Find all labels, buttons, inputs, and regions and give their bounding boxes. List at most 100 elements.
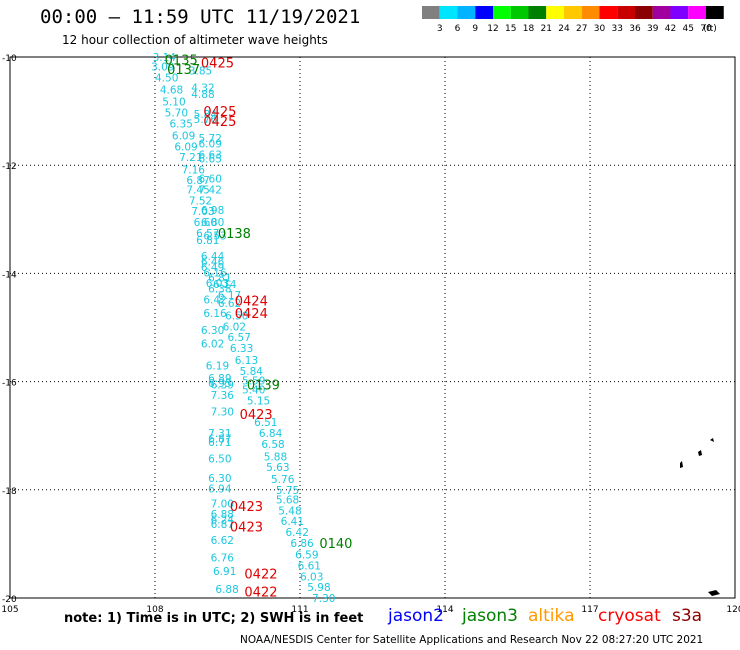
wave-height-label: 6.60 bbox=[194, 217, 217, 229]
legend-swatch bbox=[581, 6, 600, 19]
lon-tick-label: 114 bbox=[436, 605, 453, 615]
legend-label: 9 bbox=[472, 24, 478, 34]
credit-line: NOAA/NESDIS Center for Satellite Applica… bbox=[240, 634, 704, 646]
legend-label: 6 bbox=[455, 24, 461, 34]
wave-height-label: 6.03 bbox=[300, 571, 323, 583]
lat-tick-label: -16 bbox=[2, 379, 17, 389]
wave-height-label: 5.75 bbox=[276, 485, 299, 497]
wave-height-label: 6.09 bbox=[174, 141, 197, 153]
legend-label: 70 bbox=[700, 24, 712, 34]
wave-height-label: 6.42 bbox=[286, 527, 309, 539]
legend-label: 3 bbox=[437, 24, 443, 34]
measurement-labels: 3.143.09 3.85 4.504.68 4.324.88 5.105.70 5.84… bbox=[151, 52, 352, 605]
legend-label: 42 bbox=[665, 24, 676, 34]
legend-swatch bbox=[635, 6, 653, 19]
wave-height-label: 5.76 bbox=[194, 114, 218, 126]
wave-height-label: 6.39 bbox=[211, 379, 234, 391]
wave-height-label: 7.36 bbox=[211, 390, 235, 402]
wave-height-label: 5.63 bbox=[266, 462, 289, 474]
legend-swatch bbox=[510, 6, 529, 19]
map-title: 00:00 – 11:59 UTC 11/19/2021 bbox=[40, 6, 361, 28]
wave-height-label: 7.45 bbox=[186, 185, 209, 197]
islands bbox=[680, 438, 720, 596]
wave-height-label: 6.88 bbox=[215, 584, 238, 596]
footer-note: note: 1) Time is in UTC; 2) SWH is in fe… bbox=[64, 611, 364, 626]
wave-height-label: 6.50 bbox=[208, 453, 231, 465]
wave-height-label: 6.49 bbox=[201, 262, 224, 274]
wave-height-label: 6.16 bbox=[203, 308, 227, 320]
wave-height-label: 6.02 bbox=[223, 321, 246, 333]
pass-time-label: 0424 bbox=[235, 307, 268, 322]
legend-label: 45 bbox=[683, 24, 694, 34]
wave-height-label: 6.51 bbox=[254, 417, 277, 429]
satellite-name-jason2: jason2 bbox=[388, 606, 444, 626]
wave-height-label: 3.14 bbox=[153, 52, 177, 64]
satellite-name-s3a: s3a bbox=[672, 606, 703, 626]
wave-height-label: 6.38 bbox=[208, 284, 231, 296]
lon-tick-label: 105 bbox=[1, 605, 18, 615]
wave-height-label: 6.59 bbox=[295, 550, 318, 562]
map-subtitle: 12 hour collection of altimeter wave hei… bbox=[62, 33, 328, 47]
legend-label: 15 bbox=[505, 24, 516, 34]
lon-tick-label: 120 bbox=[726, 605, 740, 615]
wave-height-label: 6.60 bbox=[199, 174, 222, 186]
pass-time-label: 0422 bbox=[244, 586, 277, 601]
legend-label: 24 bbox=[558, 24, 570, 34]
pass-time-label: 0138 bbox=[218, 227, 251, 242]
wave-height-label: 6.13 bbox=[235, 355, 258, 367]
wave-height-label: 5.10 bbox=[162, 96, 185, 108]
wave-height-label: 5.84 bbox=[194, 109, 218, 121]
wave-height-label: 6.02 bbox=[201, 339, 224, 351]
wave-height-label: 6.58 bbox=[261, 439, 284, 451]
pass-time-label: 0139 bbox=[247, 378, 280, 393]
wave-height-label: 6.81 bbox=[208, 273, 231, 285]
wave-height-label: 6.46 bbox=[201, 256, 225, 268]
lat-tick-label: -14 bbox=[2, 270, 17, 280]
wave-height-label: 6.94 bbox=[208, 484, 232, 496]
legend-swatch bbox=[439, 6, 458, 19]
wave-height-label: 6.89 bbox=[208, 373, 231, 385]
wave-height-label: 6.14 bbox=[213, 279, 237, 291]
lat-tick-label: -12 bbox=[2, 162, 17, 172]
wave-height-label: 6.95 bbox=[208, 378, 231, 390]
wave-height-label: 6.76 bbox=[211, 552, 235, 564]
wave-height-label: 6.71 bbox=[208, 437, 231, 449]
wave-height-label: 6.16 bbox=[203, 267, 227, 279]
legend-label: (ft) bbox=[703, 24, 717, 34]
legend-label: 18 bbox=[523, 24, 535, 34]
wave-height-label: 6.41 bbox=[281, 516, 304, 528]
legend-swatch bbox=[475, 6, 493, 19]
legend-swatch bbox=[670, 6, 689, 19]
legend-swatch bbox=[422, 6, 440, 19]
wave-height-label: 6.03 bbox=[206, 278, 229, 290]
wave-height-label: 6.57 bbox=[228, 332, 251, 344]
wave-height-label: 7.21 bbox=[179, 152, 202, 164]
wave-height-label: 7.31 bbox=[208, 428, 231, 440]
wave-height-label: 4.68 bbox=[160, 84, 183, 96]
wave-height-label: 6.44 bbox=[201, 251, 225, 263]
lon-tick-label: 111 bbox=[291, 605, 308, 615]
legend-swatch bbox=[652, 6, 671, 19]
wave-height-label: 5.15 bbox=[247, 396, 270, 408]
legend-swatch bbox=[599, 6, 618, 19]
wave-height-label: 6.09 bbox=[199, 139, 222, 151]
legend-label: 36 bbox=[629, 24, 641, 34]
wave-height-label: 6.80 bbox=[201, 217, 224, 229]
wave-height-label: 7.00 bbox=[211, 498, 234, 510]
wave-height-label: 7.30 bbox=[312, 593, 335, 605]
pass-time-label: 0424 bbox=[235, 294, 268, 309]
wave-height-label: 6.62 bbox=[211, 535, 234, 547]
wave-height-label: 3.85 bbox=[189, 66, 212, 78]
map-grid: 105 108 111 114 117 120 -10 -12 -14 -16 -18 -20 bbox=[1, 54, 740, 615]
island-shape bbox=[708, 590, 720, 596]
wave-height-label: 6.09 bbox=[172, 130, 195, 142]
wave-height-label: 6.57 bbox=[196, 228, 219, 240]
wave-height-label: 4.50 bbox=[155, 73, 178, 85]
lon-tick-label: 117 bbox=[581, 605, 598, 615]
wave-height-label: 6.81 bbox=[196, 235, 219, 247]
wave-height-label: 6.30 bbox=[208, 473, 231, 485]
wave-height-label: 5.59 bbox=[242, 376, 265, 388]
legend-swatch bbox=[564, 6, 582, 19]
pass-time-label: 0423 bbox=[230, 521, 263, 536]
wave-height-label: 7.30 bbox=[211, 406, 234, 418]
